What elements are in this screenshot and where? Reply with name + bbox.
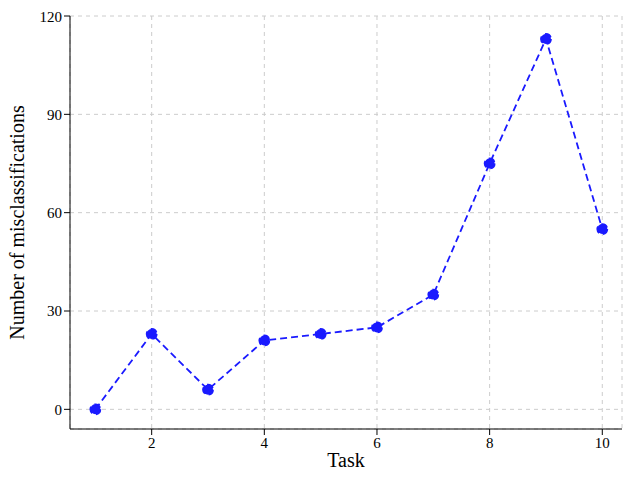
svg-text:30: 30 xyxy=(47,303,62,319)
svg-text:0: 0 xyxy=(55,402,63,418)
svg-text:Task: Task xyxy=(327,449,364,471)
svg-text:120: 120 xyxy=(40,9,63,25)
svg-text:8: 8 xyxy=(486,435,494,451)
svg-text:2: 2 xyxy=(148,435,156,451)
svg-text:Number of misclassifications: Number of misclassifications xyxy=(8,105,28,340)
svg-text:10: 10 xyxy=(595,435,610,451)
svg-text:6: 6 xyxy=(373,435,381,451)
svg-text:90: 90 xyxy=(47,107,62,123)
svg-text:4: 4 xyxy=(261,435,269,451)
svg-text:60: 60 xyxy=(47,205,62,221)
